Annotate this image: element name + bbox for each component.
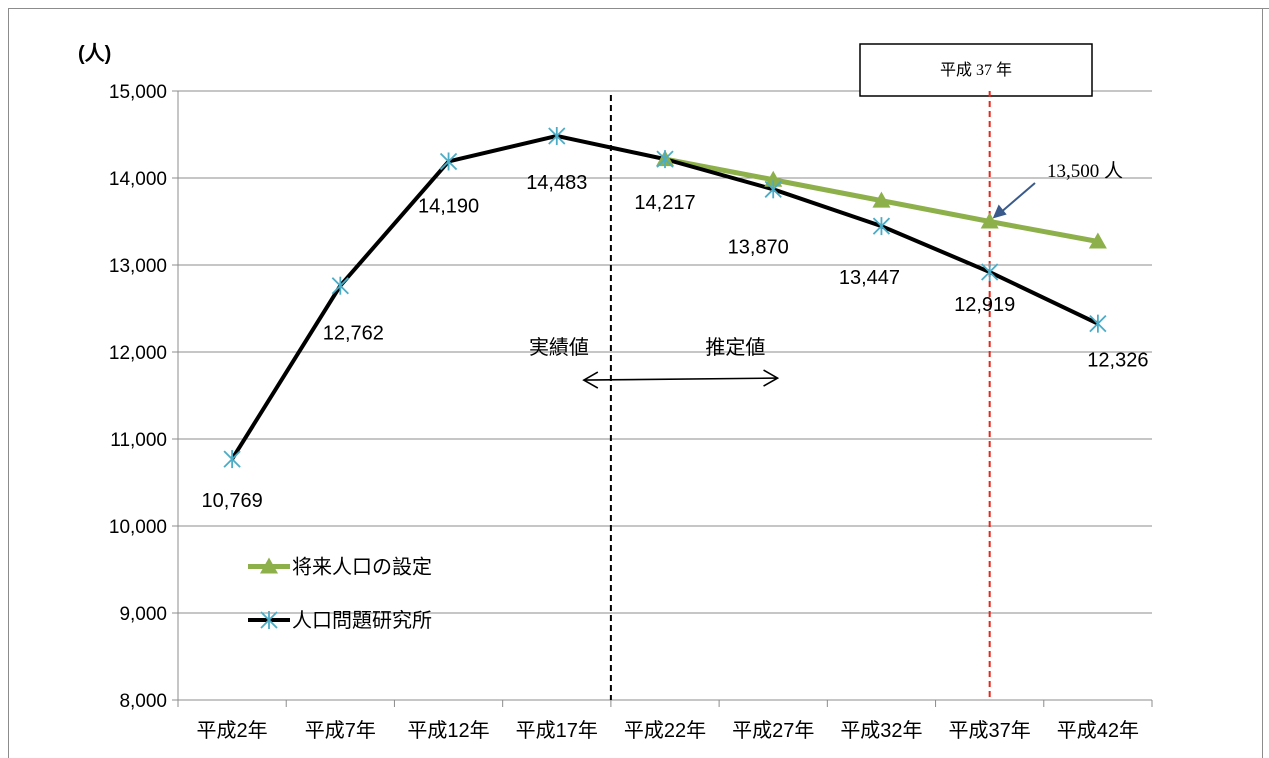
y-tick-label: 12,000 <box>109 343 167 364</box>
data-label: 10,769 <box>202 490 263 512</box>
marker-projection <box>764 170 783 187</box>
y-tick-label: 8,000 <box>119 691 167 712</box>
target-year-label: 平成 37 年 <box>940 61 1012 79</box>
y-tick-label: 15,000 <box>109 82 167 103</box>
target-year-box <box>859 43 1093 97</box>
data-label: 14,190 <box>418 195 479 217</box>
y-tick-label: 13,000 <box>109 256 167 277</box>
y-tick-label: 10,000 <box>109 517 167 538</box>
frame-right-border <box>1262 8 1263 758</box>
marker-ipss <box>764 180 782 199</box>
marker-ipss <box>331 276 349 295</box>
y-tick-label: 9,000 <box>119 604 167 625</box>
series <box>223 126 1107 469</box>
x-tick-label: 平成17年 <box>516 719 598 742</box>
x-tick-label: 平成27年 <box>732 719 814 742</box>
y-tick-label: 14,000 <box>109 169 167 190</box>
marker-ipss <box>223 450 241 469</box>
annotations: 平成 37 年 実績値 推定値 13,500 人 <box>529 43 1123 700</box>
marker-ipss <box>656 150 674 169</box>
data-label: 14,217 <box>634 192 695 214</box>
marker-projection <box>980 212 999 229</box>
marker-ipss <box>1089 314 1107 333</box>
target-value-label: 13,500 人 <box>1047 160 1123 182</box>
marker-projection <box>1088 232 1107 249</box>
x-tick-label: 平成22年 <box>624 719 706 742</box>
marker-ipss <box>439 152 458 171</box>
frame-top-border <box>8 8 1269 9</box>
legend-marker-projection <box>260 557 278 574</box>
data-labels: 10,769 12,762 14,190 14,483 14,217 13,870 13,4… <box>202 172 1149 512</box>
legend-marker-ipss <box>260 611 278 629</box>
actual-values-label: 実績値 <box>529 336 589 359</box>
axes: 8,000 9,000 10,000 11,000 12,000 13,000 14,000… <box>109 82 1153 742</box>
marker-ipss <box>981 263 999 282</box>
x-tick-label: 平成37年 <box>949 719 1031 742</box>
legend-label-projection: 将来人口の設定 <box>292 556 432 579</box>
x-tick-label: 平成2年 <box>197 719 268 742</box>
y-tick-label: 11,000 <box>110 430 167 451</box>
x-tick-label: 平成12年 <box>407 719 489 742</box>
data-label: 13,870 <box>728 236 789 258</box>
legend: 将来人口の設定 人口問題研究所 <box>248 556 432 632</box>
x-tick-label: 平成7年 <box>305 719 376 742</box>
data-label: 12,762 <box>323 323 384 345</box>
x-tick-label: 平成42年 <box>1057 719 1139 742</box>
x-tick-label: 平成32年 <box>840 719 922 742</box>
y-axis-unit-label: (人) <box>78 42 111 65</box>
data-label: 13,447 <box>839 267 900 289</box>
target-callout-arrowhead <box>992 204 1007 219</box>
range-arrow-shaft <box>583 377 778 381</box>
range-arrow-left-head <box>582 371 599 389</box>
data-label: 12,919 <box>954 294 1015 316</box>
range-arrow-right-head <box>763 369 780 387</box>
marker-projection <box>872 191 891 208</box>
estimated-values-label: 推定値 <box>705 336 765 359</box>
data-label: 12,326 <box>1087 350 1148 372</box>
gridlines <box>178 90 1152 614</box>
frame-left-border <box>8 8 9 758</box>
legend-label-ipss: 人口問題研究所 <box>292 609 432 632</box>
data-label: 14,483 <box>526 172 587 194</box>
marker-ipss <box>872 217 891 236</box>
target-callout-arrow <box>1000 182 1036 214</box>
marker-ipss <box>548 126 566 145</box>
